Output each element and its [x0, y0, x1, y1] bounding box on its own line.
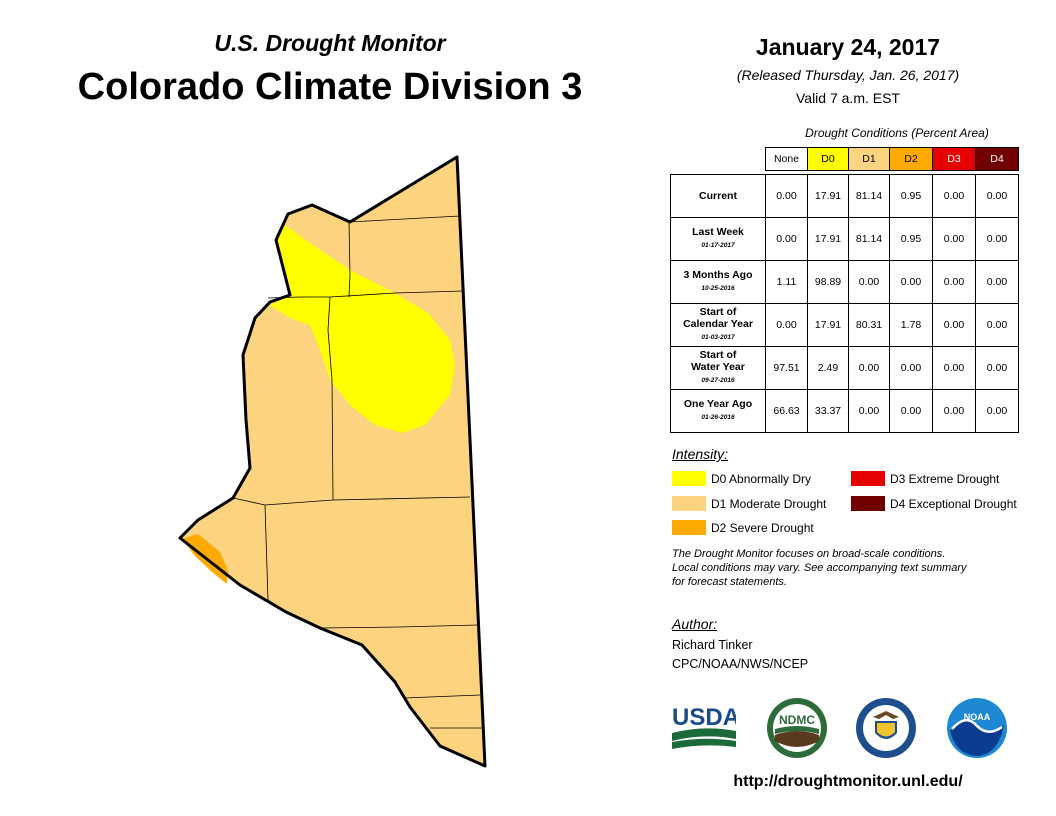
division-outline	[178, 155, 487, 768]
table-cell: 2.49	[807, 346, 849, 390]
legend-label: D3 Extreme Drought	[890, 471, 1000, 486]
row-label: Start of Calendar Year 01-03-2017	[670, 303, 766, 347]
legend-swatch	[851, 496, 885, 511]
table-cell: 17.91	[807, 303, 849, 347]
table-cell: 0.00	[932, 389, 976, 433]
table-cell: 0.00	[932, 260, 976, 304]
legend-title: Intensity:	[672, 446, 729, 462]
table-cell: 0.00	[975, 217, 1019, 261]
legend-label: D1 Moderate Drought	[711, 496, 827, 511]
legend-item-d2: D2 Severe Drought	[672, 520, 814, 535]
table-cell: 0.00	[975, 174, 1019, 218]
commerce-seal-icon	[856, 698, 916, 758]
table-cell: 0.00	[848, 346, 890, 390]
column-header-d0: D0	[807, 147, 849, 171]
author-name: Richard Tinker	[672, 638, 753, 652]
valid-date: January 24, 2017	[755, 34, 941, 60]
table-cell: 1.78	[889, 303, 933, 347]
table-cell: 0.00	[889, 260, 933, 304]
column-header-none: None	[765, 147, 808, 171]
table-cell: 1.11	[765, 260, 808, 304]
release-date: (Released Thursday, Jan. 26, 2017)	[736, 67, 960, 83]
table-row: One Year Ago 01-26-2016 66.63 33.37 0.00 …	[670, 389, 1019, 433]
legend-item-d1: D1 Moderate Drought	[672, 496, 826, 511]
table-cell: 0.00	[765, 303, 808, 347]
row-label: Current	[670, 174, 766, 218]
svg-text:NDMC: NDMC	[779, 713, 815, 727]
drought-conditions-table: None D0 D1 D2 D3 D4 Current 0.00 17.91 8…	[670, 147, 1019, 433]
noaa-logo-icon: NOAA	[947, 698, 1007, 758]
legend-item-d0: D0 Abnormally Dry	[672, 471, 811, 486]
legend-item-d4: D4 Exceptional Drought	[851, 496, 1017, 511]
legend-swatch	[672, 520, 706, 535]
usda-logo-icon: USDA	[672, 704, 736, 749]
legend-label: D4 Exceptional Drought	[890, 496, 1017, 511]
table-cell: 97.51	[765, 346, 808, 390]
legend-item-d3: D3 Extreme Drought	[851, 471, 999, 486]
website-link[interactable]: http://droughtmonitor.unl.edu/	[733, 773, 963, 790]
table-cell: 0.00	[975, 389, 1019, 433]
table-cell: 0.00	[975, 260, 1019, 304]
table-cell: 66.63	[765, 389, 808, 433]
column-header-d2: D2	[889, 147, 933, 171]
table-cell: 81.14	[848, 174, 890, 218]
column-header-d3: D3	[932, 147, 976, 171]
table-cell: 0.00	[975, 346, 1019, 390]
table-cell: 0.00	[932, 303, 976, 347]
table-cell: 81.14	[848, 217, 890, 261]
legend-label: D0 Abnormally Dry	[711, 471, 812, 486]
table-row: 3 Months Ago 10-25-2016 1.11 98.89 0.00 0…	[670, 260, 1019, 304]
division-map	[178, 155, 487, 768]
table-cell: 0.00	[889, 346, 933, 390]
row-label: Start of Water Year 09-27-2016	[670, 346, 766, 390]
table-cell: 0.00	[975, 303, 1019, 347]
table-row: Start of Water Year 09-27-2016 97.51 2.49 …	[670, 346, 1019, 390]
table-row: Current 0.00 17.91 81.14 0.95 0.00 0.00	[670, 174, 1019, 218]
legend-swatch	[672, 471, 706, 486]
valid-time: Valid 7 a.m. EST	[795, 90, 900, 106]
table-cell: 0.00	[848, 260, 890, 304]
table-cell: 0.95	[889, 174, 933, 218]
row-label: One Year Ago 01-26-2016	[670, 389, 766, 433]
table-cell: 98.89	[807, 260, 849, 304]
legend-swatch	[851, 471, 885, 486]
row-label: 3 Months Ago 10-25-2016	[670, 260, 766, 304]
table-cell: 80.31	[848, 303, 890, 347]
legend-swatch	[672, 496, 706, 511]
legend-label: D2 Severe Drought	[711, 520, 814, 535]
table-cell: 0.00	[932, 174, 976, 218]
table-row: Last Week 01-17-2017 0.00 17.91 81.14 0.9…	[670, 217, 1019, 261]
table-header-row: None D0 D1 D2 D3 D4	[671, 147, 1019, 171]
disclaimer-note: The Drought Monitor focuses on broad-sca…	[672, 548, 967, 588]
svg-text:NOAA: NOAA	[964, 712, 991, 722]
map-title: Colorado Climate Division 3	[77, 66, 583, 108]
map-subtitle: U.S. Drought Monitor	[214, 30, 446, 56]
table-cell: 0.00	[889, 389, 933, 433]
table-cell: 17.91	[807, 174, 849, 218]
column-header-d1: D1	[848, 147, 890, 171]
author-organization: CPC/NOAA/NWS/NCEP	[672, 657, 809, 671]
table-cell: 0.95	[889, 217, 933, 261]
county-boundaries	[232, 215, 482, 729]
author-heading: Author:	[672, 616, 718, 632]
table-cell: 0.00	[765, 174, 808, 218]
row-label: Last Week 01-17-2017	[670, 217, 766, 261]
table-row: Start of Calendar Year 01-03-2017 0.00 17.…	[670, 303, 1019, 347]
table-cell: 33.37	[807, 389, 849, 433]
table-cell: 17.91	[807, 217, 849, 261]
column-header-d4: D4	[975, 147, 1019, 171]
ndmc-logo-icon: NDMC	[767, 698, 827, 758]
svg-text:USDA: USDA	[672, 704, 736, 731]
table-cell: 0.00	[765, 217, 808, 261]
table-cell: 0.00	[932, 217, 976, 261]
table-caption: Drought Conditions (Percent Area)	[805, 126, 989, 140]
d0-region	[270, 225, 455, 433]
table-cell: 0.00	[932, 346, 976, 390]
header-blank	[671, 148, 766, 171]
table-cell: 0.00	[848, 389, 890, 433]
